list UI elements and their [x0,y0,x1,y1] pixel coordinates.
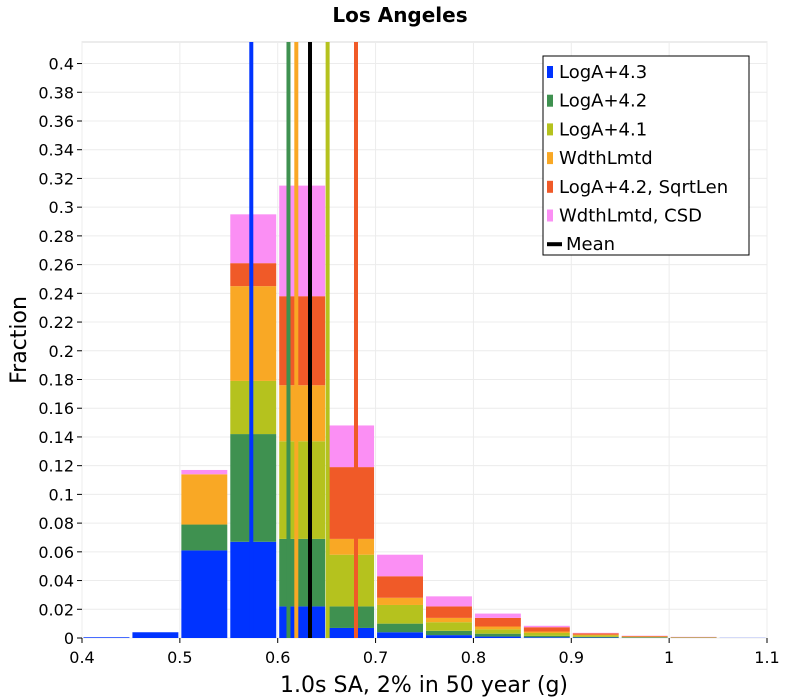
bar-segment [132,632,179,638]
legend-label: LogA+4.1 [559,119,647,140]
bar-segment [523,635,570,638]
bar-segment [426,635,472,638]
y-axis-ticks: 0 0.02 0.04 0.06 0.08 0.1 0.12 0.14 0.16 0.18 0.2 0… [38,55,82,648]
y-tick-label: 0 [64,629,74,648]
bar-segment [328,467,375,539]
y-tick-label: 0.24 [38,284,74,303]
bar-segment [474,636,521,638]
y-tick-label: 0.32 [38,169,74,188]
bar-segment [474,633,521,637]
bar-segment [377,597,423,605]
legend: LogA+4.3 LogA+4.2 LogA+4.1 WdthLmtd LogA+4.2… [542,55,750,256]
bar-segment [328,425,375,468]
bar-segment [328,627,375,638]
y-tick-label: 0.22 [38,313,74,332]
y-tick-label: 0.2 [49,342,74,361]
legend-label: LogA+4.2 [559,91,647,112]
y-tick-label: 0.28 [38,227,74,246]
bar-segment [474,613,521,618]
bar-segment [523,637,570,638]
y-tick-label: 0.1 [49,485,74,504]
bar-segment [572,633,619,635]
x-tick-label: 0.6 [265,648,290,667]
bar-segment [279,538,326,607]
y-tick-label: 0.16 [38,399,74,418]
bar-segment [523,627,570,632]
bar-segment [328,538,375,555]
chart-title: Los Angeles [332,3,467,27]
y-tick-label: 0.34 [38,141,74,160]
bar-segment [426,606,472,618]
legend-swatch [547,66,553,78]
bar-segment [377,604,423,624]
legend-label: LogA+4.2, SqrtLen [559,177,728,198]
bar-segment [279,296,326,386]
legend-swatch [547,180,553,193]
bar-segment [83,637,130,638]
x-tick-label: 0.4 [69,648,94,667]
x-tick-label: 0.8 [461,648,486,667]
bar-segment [474,617,521,627]
bar-segment [377,576,423,598]
legend-swatch [547,152,553,165]
bar-segment [474,629,521,634]
bar-segment [621,635,668,637]
bar-segment [377,632,423,638]
y-tick-label: 0.4 [49,55,74,74]
legend-box [542,55,750,256]
legend-label: WdthLmtd [559,148,653,169]
bar-segment [426,630,472,636]
bar-segment [474,626,521,630]
bar-segment [181,474,228,525]
y-tick-label: 0.18 [38,370,74,389]
y-tick-label: 0.3 [49,198,74,217]
legend-swatch [547,209,553,222]
bar-segment [572,636,619,638]
bar-segment [328,554,375,607]
legend-swatch [547,123,553,136]
bar-segment [279,185,326,297]
bar-segment [328,606,375,628]
bar-segment [426,622,472,631]
bar-segment [377,554,423,577]
legend-label: LogA+4.3 [559,62,647,83]
bar-segment [426,596,472,607]
x-tick-label: 0.5 [167,648,192,667]
y-axis-label: Fraction [7,296,32,384]
y-tick-label: 0.38 [38,83,74,102]
legend-label: WdthLmtd, CSD [559,206,702,227]
y-tick-label: 0.04 [38,572,74,591]
x-tick-label: 0.9 [559,648,584,667]
y-tick-label: 0.08 [38,514,74,533]
y-tick-label: 0.14 [38,428,74,447]
bar-segment [523,625,570,628]
bar-segment [523,631,570,633]
bar-segment [279,441,326,539]
x-axis-label: 1.0s SA, 2% in 50 year (g) [280,673,568,698]
bar-segment [181,469,228,475]
x-axis-ticks: 0.4 0.5 0.6 0.7 0.8 0.9 1 1.1 [69,638,780,667]
y-tick-label: 0.36 [38,112,74,131]
y-tick-label: 0.06 [38,543,74,562]
y-tick-label: 0.02 [38,600,74,619]
x-tick-label: 1 [664,648,674,667]
bar-segment [377,623,423,633]
bar-segment [572,635,619,637]
bar-segment [181,550,228,638]
bar-segment [621,636,668,638]
legend-label: Mean [566,234,615,255]
y-tick-label: 0.26 [38,256,74,275]
y-tick-label: 0.12 [38,457,74,476]
mean-lines [249,42,358,638]
bar-segment [572,634,619,636]
bar-segment [523,632,570,636]
legend-swatch [547,94,553,107]
bar-segment [279,385,326,442]
x-tick-label: 1.1 [754,648,779,667]
x-tick-label: 0.7 [363,648,388,667]
bar-segment [426,617,472,623]
bar-segment [181,524,228,551]
bar-segment [279,606,326,638]
